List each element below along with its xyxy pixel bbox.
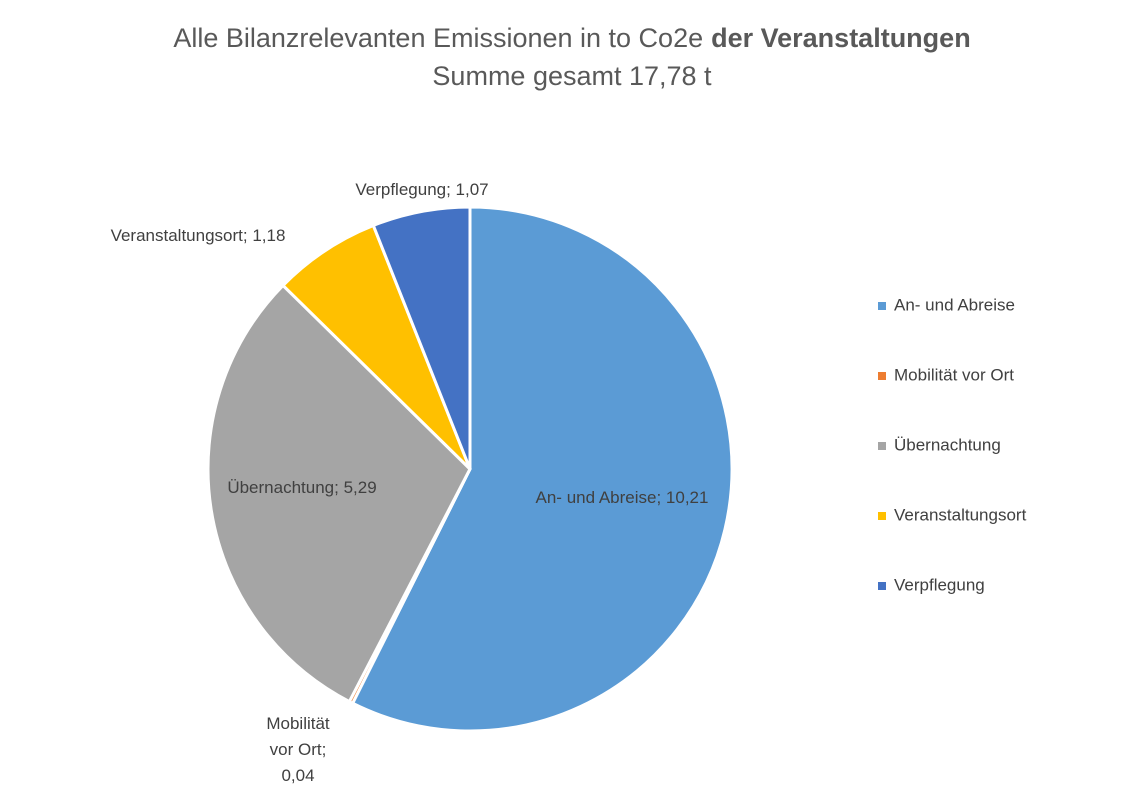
chart-subtitle: Summe gesamt 17,78 t <box>432 61 712 91</box>
pie-slice <box>280 223 472 471</box>
legend-swatch <box>878 302 886 310</box>
legend-label: Veranstaltungsort <box>894 505 1027 524</box>
data-label: Übernachtung; 5,29 <box>227 478 377 497</box>
pie-slice <box>206 283 472 704</box>
data-label: Verpflegung; 1,07 <box>355 180 489 199</box>
data-label: Veranstaltungsort; 1,18 <box>110 226 286 245</box>
pie-slice <box>371 205 472 470</box>
legend-swatch <box>878 442 886 450</box>
chart-title: Alle Bilanzrelevanten Emissionen in to C… <box>173 23 970 53</box>
title-bold: der Veranstaltungen <box>711 23 971 53</box>
pie-slice <box>350 205 734 733</box>
data-label: An- und Abreise; 10,21 <box>535 488 709 507</box>
legend-swatch <box>878 582 886 590</box>
legend-swatch <box>878 512 886 520</box>
title-text: Alle Bilanzrelevanten Emissionen in to C… <box>173 23 703 53</box>
data-label: Mobilität vor Ort; 0,04 <box>266 714 330 785</box>
legend-swatch <box>878 372 886 380</box>
legend-label: Mobilität vor Ort <box>894 365 1014 384</box>
legend-label: An- und Abreise <box>894 295 1015 314</box>
legend-label: Übernachtung <box>894 435 1001 454</box>
legend-label: Verpflegung <box>894 575 985 594</box>
